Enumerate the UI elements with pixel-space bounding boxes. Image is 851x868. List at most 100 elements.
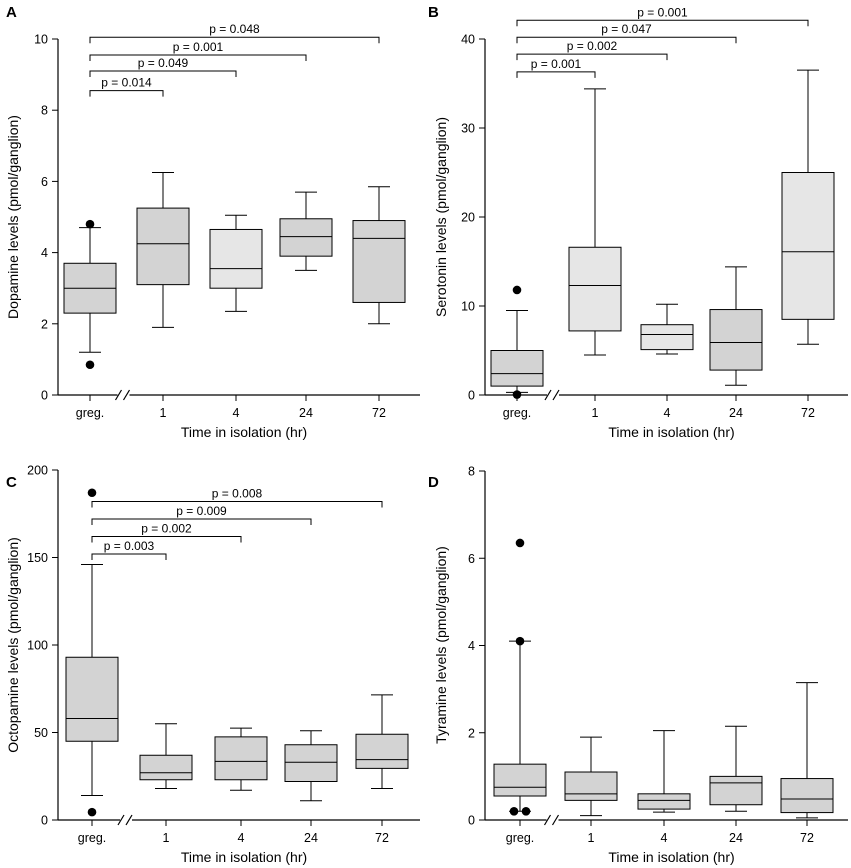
p-value-label: p = 0.047 bbox=[601, 22, 652, 36]
bracket-line bbox=[89, 54, 307, 62]
x-tick-label: 72 bbox=[801, 406, 815, 420]
significance-bracket: p = 0.048 bbox=[89, 22, 380, 44]
x-tick-label: 24 bbox=[729, 406, 743, 420]
x-tick-label: 4 bbox=[238, 831, 245, 845]
y-tick-label: 150 bbox=[27, 551, 48, 565]
box-4 bbox=[214, 727, 268, 791]
outlier-point bbox=[85, 219, 95, 229]
y-tick-label: 200 bbox=[27, 464, 48, 478]
x-axis-label: Time in isolation (hr) bbox=[608, 424, 734, 440]
x-tick-label: greg. bbox=[503, 406, 532, 420]
y-tick-label: 6 bbox=[41, 175, 48, 189]
outlier-point bbox=[85, 360, 95, 370]
box-iqr bbox=[136, 207, 190, 286]
significance-bracket: p = 0.049 bbox=[89, 56, 237, 78]
x-tick-label: 1 bbox=[160, 406, 167, 420]
box-1 bbox=[564, 736, 618, 817]
x-tick-label: 1 bbox=[592, 406, 599, 420]
x-tick-label: greg. bbox=[506, 831, 535, 845]
y-tick-label: 2 bbox=[41, 317, 48, 331]
box-4 bbox=[209, 214, 263, 312]
y-tick-label: 4 bbox=[41, 246, 48, 260]
y-tick-label: 8 bbox=[468, 465, 475, 479]
bracket-line bbox=[91, 501, 383, 508]
bracket-line bbox=[89, 36, 380, 44]
bracket-line bbox=[91, 553, 167, 560]
significance-bracket: p = 0.002 bbox=[91, 522, 242, 543]
box-24 bbox=[709, 266, 763, 386]
axis-break-mark bbox=[114, 389, 131, 401]
y-tick-label: 0 bbox=[41, 814, 48, 828]
y-tick-label: 0 bbox=[468, 389, 475, 403]
bracket-line bbox=[516, 36, 737, 44]
bracket-line bbox=[91, 536, 242, 543]
p-value-label: p = 0.001 bbox=[637, 5, 688, 19]
box-greg bbox=[63, 219, 117, 370]
significance-bracket: p = 0.008 bbox=[91, 487, 383, 508]
x-tick-label: 72 bbox=[375, 831, 389, 845]
y-tick-label: 40 bbox=[461, 33, 475, 47]
panel-letter: C bbox=[6, 474, 17, 491]
significance-bracket: p = 0.003 bbox=[91, 539, 167, 560]
box-iqr bbox=[709, 309, 763, 371]
y-tick-label: 2 bbox=[468, 726, 475, 740]
box-iqr bbox=[493, 763, 547, 797]
box-iqr bbox=[284, 744, 338, 782]
x-tick-label: 4 bbox=[233, 406, 240, 420]
bracket-line bbox=[516, 53, 668, 61]
x-tick-label: 24 bbox=[304, 831, 318, 845]
y-tick-label: 0 bbox=[41, 389, 48, 403]
axis-break-stroke bbox=[114, 389, 123, 401]
box-greg bbox=[490, 285, 544, 399]
box-iqr bbox=[355, 733, 409, 769]
outlier-point bbox=[512, 390, 522, 399]
bracket-line bbox=[91, 518, 312, 525]
axis-break-stroke bbox=[544, 389, 552, 401]
box-iqr bbox=[564, 771, 618, 801]
outlier-point bbox=[87, 807, 97, 817]
p-value-label: p = 0.048 bbox=[209, 22, 260, 36]
x-tick-label: 24 bbox=[299, 406, 313, 420]
box-iqr bbox=[279, 218, 333, 257]
x-tick-label: 4 bbox=[664, 406, 671, 420]
box-72 bbox=[780, 682, 834, 819]
box-1 bbox=[139, 723, 193, 789]
significance-bracket: p = 0.002 bbox=[516, 39, 668, 61]
box-iqr bbox=[780, 778, 834, 814]
outlier-point bbox=[515, 538, 525, 548]
box-72 bbox=[352, 186, 406, 325]
panel-letter: A bbox=[6, 4, 17, 21]
p-value-label: p = 0.014 bbox=[101, 76, 152, 90]
x-tick-label: 72 bbox=[800, 831, 814, 845]
y-tick-label: 20 bbox=[461, 211, 475, 225]
x-tick-label: greg. bbox=[78, 831, 107, 845]
x-tick-label: 4 bbox=[661, 831, 668, 845]
box-iqr bbox=[568, 246, 622, 332]
axis-break-mark bbox=[543, 814, 560, 826]
box-greg bbox=[65, 488, 119, 817]
y-tick-label: 8 bbox=[41, 104, 48, 118]
box-iqr bbox=[637, 793, 691, 810]
y-tick-label: 0 bbox=[468, 814, 475, 828]
significance-bracket: p = 0.014 bbox=[89, 76, 164, 97]
p-value-label: p = 0.008 bbox=[212, 487, 263, 501]
y-tick-label: 100 bbox=[27, 639, 48, 653]
significance-bracket: p = 0.009 bbox=[91, 504, 312, 525]
box-24 bbox=[709, 725, 763, 812]
outlier-point bbox=[515, 636, 525, 646]
x-tick-label: 24 bbox=[729, 831, 743, 845]
x-tick-label: greg. bbox=[76, 406, 105, 420]
panel-letter: D bbox=[428, 474, 439, 491]
box-iqr bbox=[709, 775, 763, 806]
y-axis-label: Tyramine levels (pmol/ganglion) bbox=[433, 546, 449, 744]
x-tick-label: 72 bbox=[372, 406, 386, 420]
y-tick-label: 10 bbox=[461, 300, 475, 314]
outlier-point bbox=[509, 806, 519, 816]
outlier-point bbox=[512, 285, 522, 295]
box-iqr bbox=[214, 736, 268, 781]
bracket-line bbox=[89, 90, 164, 97]
box-iqr bbox=[781, 172, 835, 320]
